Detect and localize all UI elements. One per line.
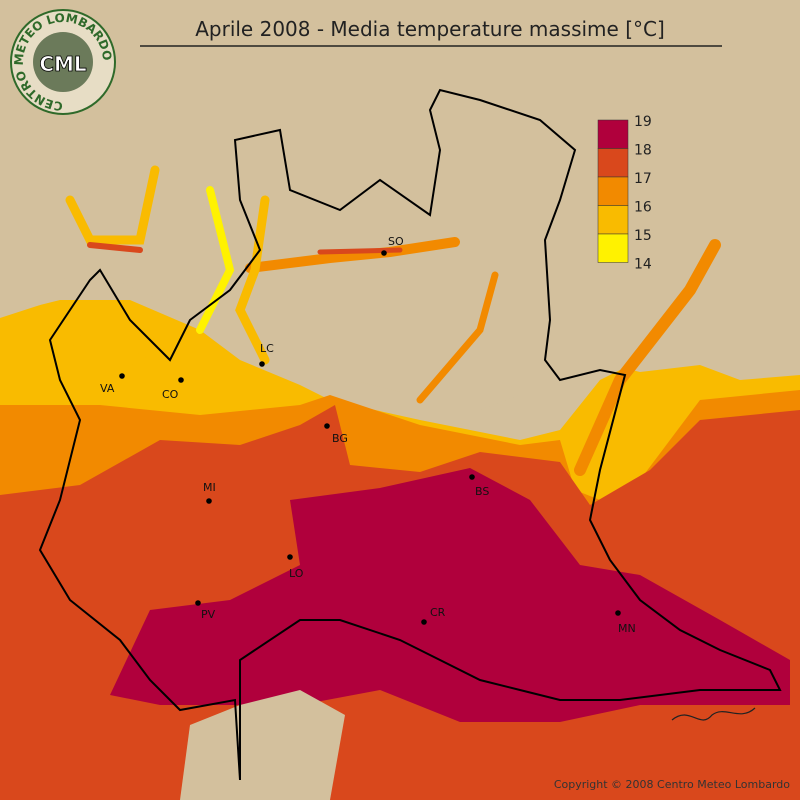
valley xyxy=(65,165,160,245)
city-dot xyxy=(469,474,475,480)
legend-label: 16 xyxy=(634,200,652,216)
zone-19 xyxy=(110,468,790,722)
city-dot xyxy=(119,373,125,379)
signature xyxy=(671,707,756,721)
cities: SO LC VA CO BG MI BS LO CR PV MN xyxy=(100,235,636,635)
valley xyxy=(196,186,235,334)
legend-label: 17 xyxy=(634,171,652,187)
legend-label: 18 xyxy=(634,143,652,159)
city-dot xyxy=(206,498,212,504)
city-dot xyxy=(615,610,621,616)
legend-label: 14 xyxy=(634,257,652,273)
legend-swatch xyxy=(597,119,629,149)
logo-center xyxy=(33,32,93,92)
city-label: BS xyxy=(475,485,489,498)
legend-swatch xyxy=(597,205,629,235)
city-label: MN xyxy=(618,622,636,635)
city-label: LO xyxy=(289,567,304,580)
valley xyxy=(245,237,460,273)
region-border xyxy=(38,88,782,781)
legend-label: 15 xyxy=(634,228,652,244)
city-label: CR xyxy=(430,606,446,619)
valley xyxy=(574,239,721,476)
legend-swatch xyxy=(597,176,629,206)
city-label: MI xyxy=(203,481,216,494)
valley xyxy=(87,242,143,253)
city-label: CO xyxy=(162,388,179,401)
title-box: Aprile 2008 - Media temperature massime … xyxy=(140,17,722,47)
valleys xyxy=(0,165,721,476)
city-dot xyxy=(421,619,427,625)
title: Aprile 2008 - Media temperature massime … xyxy=(195,17,665,41)
valley xyxy=(0,324,146,366)
alps xyxy=(0,0,800,410)
city-dot xyxy=(381,250,387,256)
logo: CENTRO METEO LOMBARDO CML xyxy=(10,9,116,115)
city-dot xyxy=(324,423,330,429)
valley xyxy=(317,247,403,255)
valley xyxy=(416,271,499,404)
city-label: LC xyxy=(260,342,274,355)
valley xyxy=(235,195,270,365)
legend-swatch xyxy=(597,233,629,263)
city-dot xyxy=(287,554,293,560)
apennines xyxy=(180,690,345,800)
city-dot xyxy=(259,361,265,367)
city-dot xyxy=(178,377,184,383)
city-dot xyxy=(195,600,201,606)
city-label: VA xyxy=(100,382,115,395)
legend-swatch xyxy=(597,148,629,178)
city-label: BG xyxy=(332,432,348,445)
legend: 19 18 17 16 15 14 xyxy=(597,114,652,273)
logo-initials: CML xyxy=(39,52,87,76)
legend-label: 19 xyxy=(634,114,652,130)
city-label: SO xyxy=(388,235,404,248)
city-label: PV xyxy=(201,608,216,621)
copyright: Copyright © 2008 Centro Meteo Lombardo xyxy=(554,778,790,791)
